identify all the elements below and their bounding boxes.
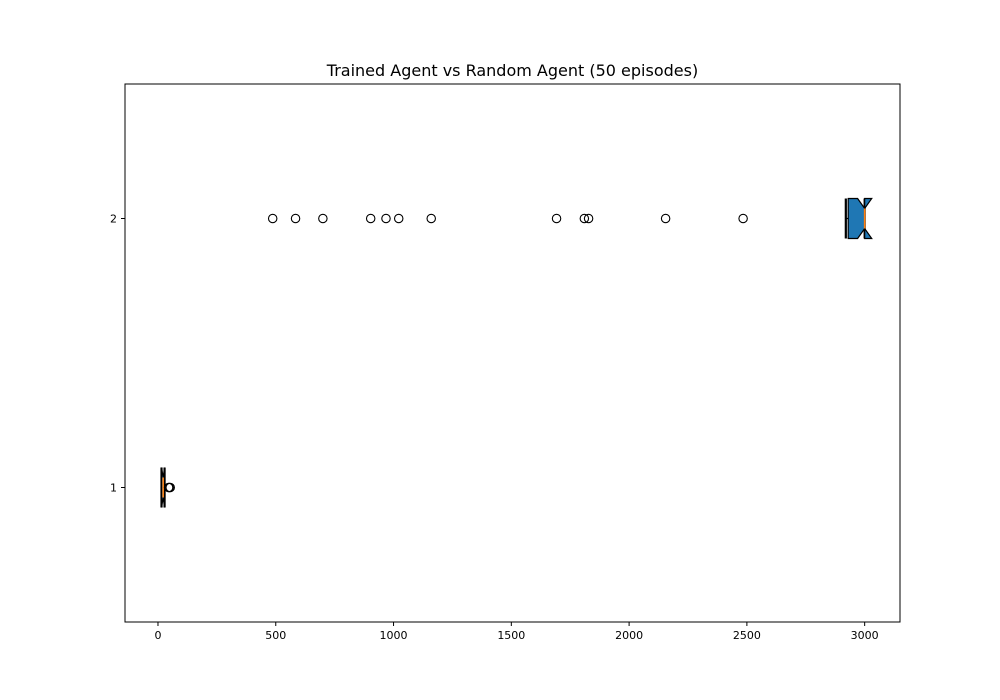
y-tick-label-1: 1 <box>110 482 117 495</box>
outlier-2-7 <box>551 213 562 224</box>
outlier-2-9 <box>583 213 594 224</box>
outlier-2-1 <box>290 213 301 224</box>
x-tick-label-500: 500 <box>265 629 286 642</box>
x-tick-label-1500: 1500 <box>497 629 525 642</box>
outlier-2-2 <box>318 213 328 224</box>
x-tick-label-1000: 1000 <box>380 629 408 642</box>
outlier-2-5 <box>393 213 404 224</box>
box-2 <box>847 197 873 240</box>
outlier-2-8 <box>579 213 590 224</box>
outlier-2-10 <box>660 213 671 224</box>
plot-area: 0 500 1000 1500 2000 2500 3000 1 2 <box>110 83 901 642</box>
outlier-1-2 <box>165 482 175 493</box>
outlier-2-3 <box>365 213 376 224</box>
outlier-2-0 <box>267 213 278 224</box>
x-tick-label-0: 0 <box>154 629 161 642</box>
chart-title: Trained Agent vs Random Agent (50 episod… <box>326 61 698 80</box>
x-tick-label-2000: 2000 <box>615 629 643 642</box>
x-tick-label-2500: 2500 <box>733 629 761 642</box>
outlier-2-11 <box>738 213 748 224</box>
axes-frame <box>124 83 901 623</box>
outlier-2-4 <box>381 213 391 224</box>
y-tick-label-2: 2 <box>110 213 117 226</box>
outlier-2-6 <box>426 213 436 224</box>
x-tick-label-3000: 3000 <box>851 629 879 642</box>
